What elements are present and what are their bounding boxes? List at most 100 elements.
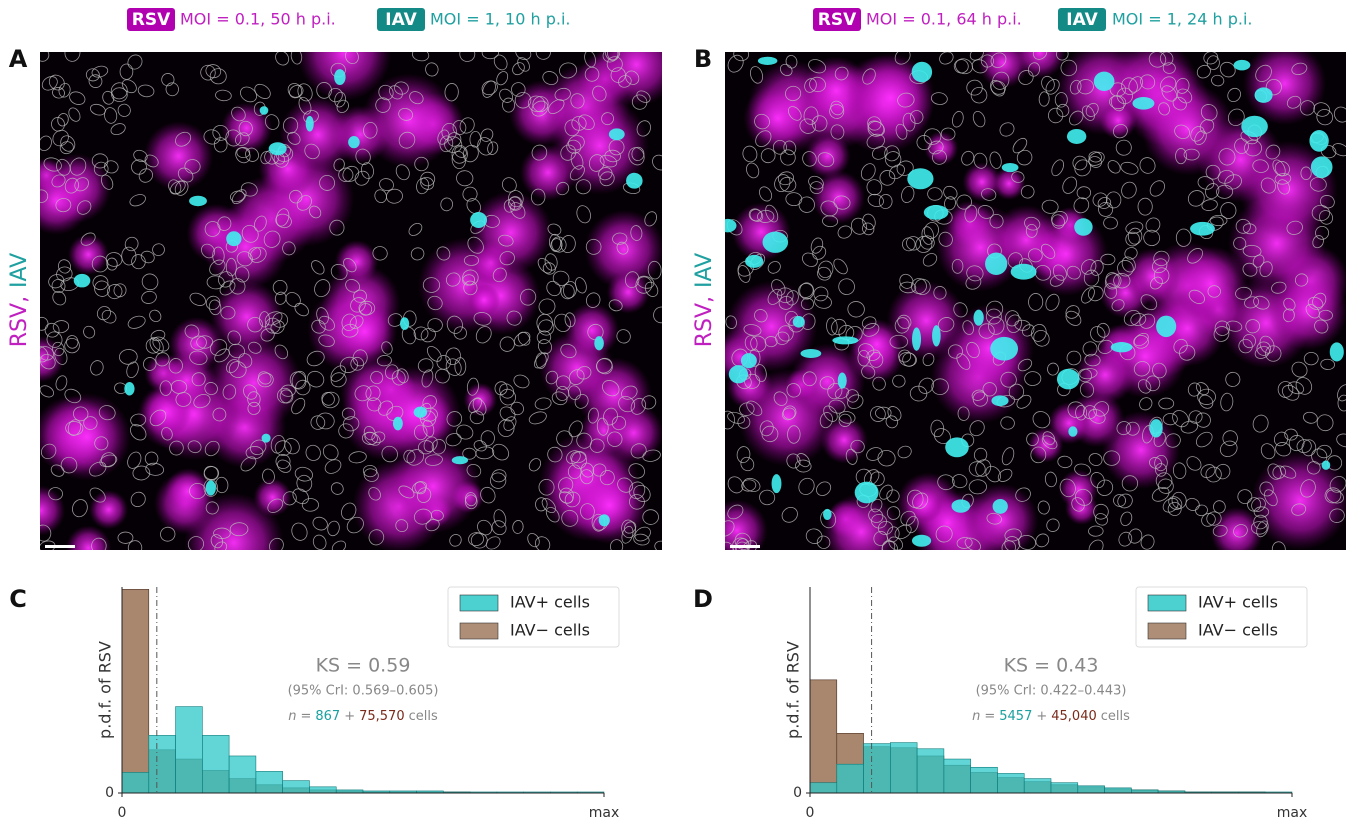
image-ylabel-iav: IAV: [7, 253, 32, 288]
iav-signal: [985, 253, 1007, 276]
sample-size-equals: =: [300, 709, 311, 724]
legend-label: IAV− cells: [1198, 621, 1278, 640]
iav-signal: [1330, 342, 1344, 361]
rsv-signal: [1076, 346, 1135, 405]
histogram-bar: [229, 756, 256, 793]
iav-signal: [414, 407, 428, 418]
iav-signal: [1111, 342, 1133, 352]
iav-signal: [1067, 129, 1086, 144]
scale-bar: [45, 545, 75, 548]
iav-signal: [990, 337, 1018, 361]
legend-swatch: [460, 623, 498, 639]
iav-signal: [400, 317, 409, 330]
iav-signal: [1241, 116, 1268, 137]
rsv-signal: [203, 204, 289, 290]
y-tick-label: 0: [105, 785, 114, 801]
iav-signal: [452, 456, 468, 464]
iav-signal: [594, 336, 604, 350]
iav-signal: [599, 514, 610, 526]
histogram-bar: [971, 767, 998, 793]
sample-size-pos: 867: [315, 709, 340, 724]
iav-signal: [470, 212, 487, 228]
iav-signal: [306, 116, 314, 132]
rsv-signal: [564, 303, 619, 358]
x-tick-label: 0: [118, 805, 127, 821]
iav-signal: [912, 535, 931, 547]
rsv-signal: [924, 131, 958, 165]
iav-signal: [1057, 369, 1080, 390]
sample-size-plus: +: [1036, 709, 1047, 724]
sample-size-symbol: n: [288, 709, 296, 724]
histogram-bar: [202, 735, 229, 793]
rsv-signal: [906, 486, 943, 523]
iav-signal: [758, 57, 777, 65]
figure: RSVMOI = 0.1, 50 h p.i.IAVMOI = 1, 10 h …: [0, 0, 1350, 823]
iav-signal: [1322, 460, 1331, 469]
iav-signal: [269, 142, 287, 155]
x-tick-label: max: [589, 805, 620, 821]
image-ylabel-rsv: RSV,: [692, 296, 717, 347]
histogram-bar: [149, 735, 176, 793]
legend-swatch: [1148, 595, 1186, 611]
iav-signal: [334, 69, 345, 85]
rsv-signal: [706, 500, 768, 562]
rsv-signal: [604, 403, 663, 462]
ks-statistic: KS = 0.43: [1004, 655, 1099, 677]
iav-signal: [991, 395, 1008, 406]
panel-letter: A: [9, 45, 28, 73]
histogram-bar: [810, 680, 837, 793]
iav-signal: [745, 255, 763, 268]
sample-size: n=5457+45,040cells: [972, 709, 1130, 724]
iav-signal: [763, 232, 789, 253]
iav-signal: [1156, 316, 1176, 337]
histogram-bar: [864, 744, 891, 793]
iav-signal: [1309, 130, 1328, 152]
sample-size-unit: cells: [409, 709, 438, 724]
credible-interval: (95% CrI: 0.422–0.443): [976, 684, 1127, 699]
rsv-signal: [1243, 42, 1326, 125]
rsv-badge-label: RSV: [818, 10, 857, 30]
legend-label: IAV− cells: [510, 621, 590, 640]
y-axis-label: p.d.f. of RSV: [784, 641, 803, 739]
histogram-bar: [944, 759, 971, 793]
rsv-signal: [1100, 102, 1137, 139]
iav-signal: [832, 336, 858, 344]
rsv-signal: [470, 191, 553, 274]
histogram-bar: [309, 787, 336, 793]
iav-signal: [626, 173, 643, 189]
iav-signal: [74, 274, 91, 288]
ks-statistic: KS = 0.59: [316, 655, 411, 677]
iav-signal: [348, 136, 360, 148]
histogram-bar: [890, 743, 917, 793]
image-ylabel: RSV,IAV: [7, 253, 32, 347]
iav-signal: [945, 437, 969, 457]
sample-size-plus: +: [344, 709, 355, 724]
iav-signal: [951, 499, 970, 512]
iav-signal: [912, 327, 921, 350]
rsv-signal: [89, 490, 128, 529]
histogram-bar: [1024, 779, 1051, 793]
legend-swatch: [1148, 623, 1186, 639]
iav-signal: [262, 434, 271, 443]
y-tick-label: 0: [793, 785, 802, 801]
rsv-signal: [743, 84, 812, 153]
iav-badge-label: IAV: [1066, 10, 1098, 30]
histogram-bar: [810, 783, 837, 793]
iav-signal: [1094, 72, 1115, 91]
sample-size-neg: 45,040: [1051, 709, 1097, 724]
sample-size-neg: 75,570: [359, 709, 405, 724]
iav-signal: [1150, 419, 1163, 437]
iav-signal: [907, 168, 933, 189]
legend-label: IAV+ cells: [510, 593, 590, 612]
iav-signal: [206, 480, 216, 495]
iav-signal: [855, 482, 879, 504]
rsv-condition: MOI = 0.1, 64 h p.i.: [866, 10, 1022, 29]
legend-label: IAV+ cells: [1198, 593, 1278, 612]
iav-signal: [1255, 87, 1273, 102]
iav-signal: [609, 128, 625, 140]
iav-condition: MOI = 1, 10 h p.i.: [430, 10, 571, 29]
iav-signal: [189, 196, 207, 206]
image-ylabel: RSV,IAV: [692, 253, 717, 347]
iav-signal: [260, 106, 269, 115]
rsv-signal: [66, 525, 111, 570]
